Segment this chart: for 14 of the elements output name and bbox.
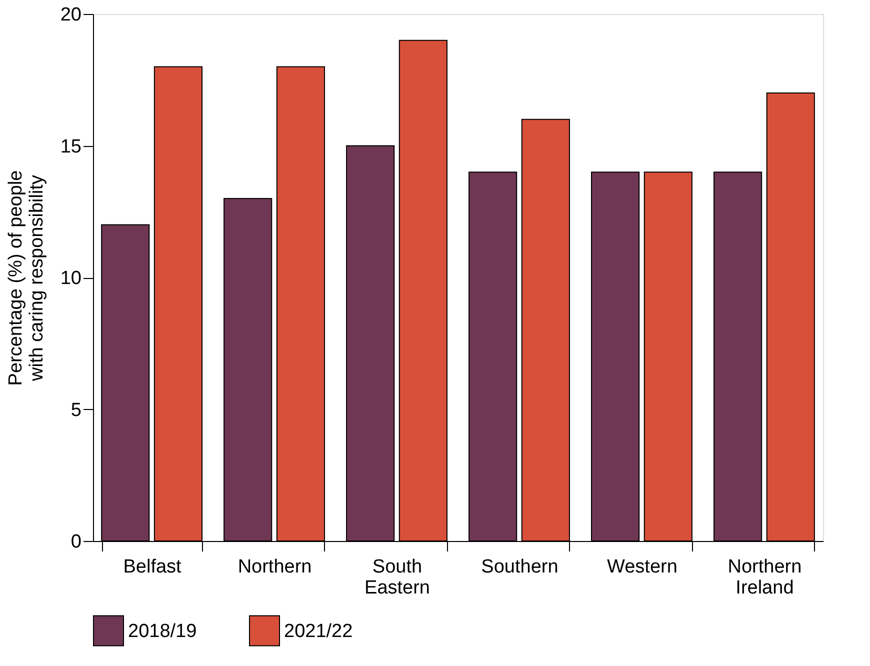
x-tick-label: Western (607, 556, 678, 578)
x-tick-label: South Eastern (364, 556, 430, 598)
x-tick-label: Southern (481, 556, 558, 578)
y-tick-label: 5 (70, 400, 82, 421)
y-axis-title: Percentage (%) of people with caring responsibility (5, 170, 48, 386)
y-tick-label: 20 (60, 4, 82, 26)
y-tick-label: 0 (70, 532, 82, 552)
legend-label: 2021/22 (284, 620, 353, 642)
x-tick-label: Belfast (123, 556, 182, 578)
legend-label: 2018/19 (128, 620, 197, 642)
x-tick-label: Northern (238, 556, 312, 578)
y-tick-label: 10 (60, 268, 82, 289)
x-tick-label: Northern Ireland (728, 556, 802, 598)
y-tick-label: 15 (60, 136, 82, 158)
